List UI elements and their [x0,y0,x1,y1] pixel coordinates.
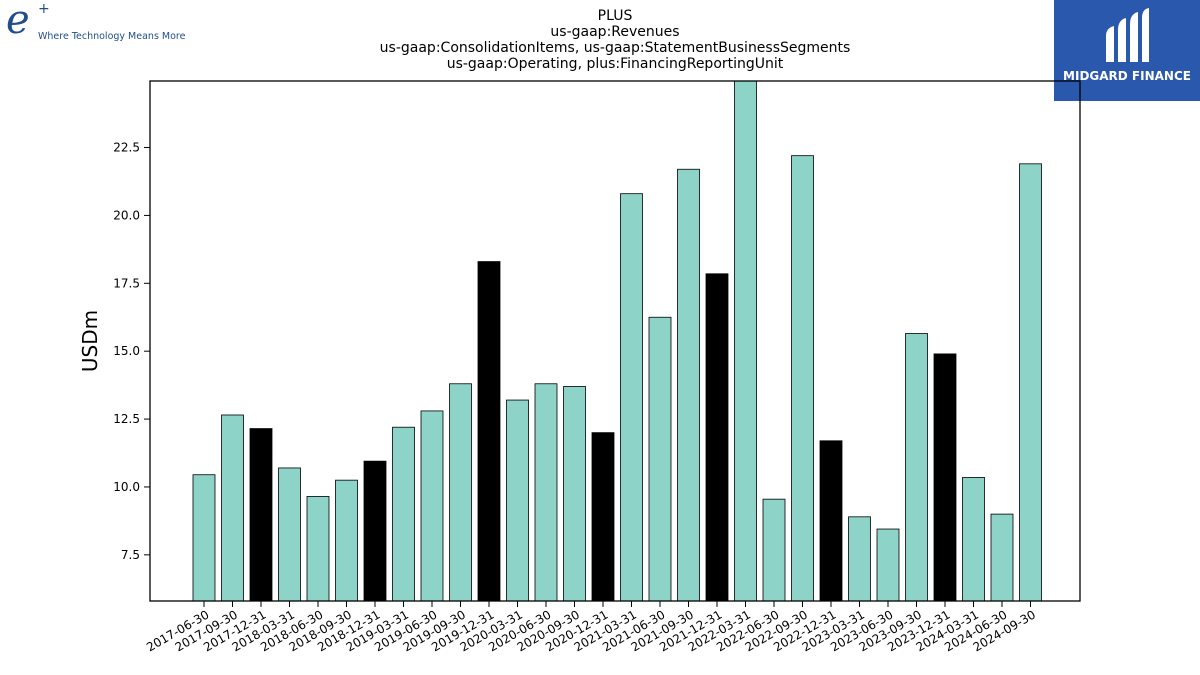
bar [534,383,558,602]
bar [392,426,415,602]
bar [990,513,1014,602]
y-tick-label: 22.5 [113,141,140,155]
bar [278,467,301,602]
y-tick-label: 12.5 [113,412,140,426]
bar [420,410,444,602]
bar [705,273,729,602]
midgard-finance-logo: MIDGARD FINANCE [1054,0,1200,101]
y-axis-label: USDm [78,310,102,372]
bar [1019,163,1042,602]
bar [563,386,586,602]
x-axis: 2017-06-302017-09-302017-12-312018-03-31… [144,601,1038,654]
bar [620,193,643,602]
bar [591,432,615,602]
bars-group [192,80,1042,602]
bar [933,353,957,602]
bar [477,261,501,602]
bar [506,399,529,602]
bar [876,528,900,602]
chart-title: PLUSus-gaap:Revenuesus-gaap:Consolidatio… [380,8,851,72]
bar [648,316,672,602]
bar [221,414,244,602]
bar [762,498,786,602]
bar [819,440,843,602]
logo-tagline: Where Technology Means More [38,31,186,42]
title-line: us-gaap:ConsolidationItems, us-gaap:Stat… [380,40,851,56]
bar [848,516,871,602]
title-line: PLUS [598,8,633,24]
bar [306,496,330,602]
y-tick-label: 10.0 [113,480,140,494]
bar [249,428,273,602]
logo-right-text: MIDGARD FINANCE [1063,69,1191,83]
bar [962,477,985,602]
company-logo-left: e + Where Technology Means More [4,0,194,50]
y-axis: 7.5 10.0 12.5 15.0 17.5 20.0 22.5 [113,141,150,562]
logo-mark: e [6,0,30,43]
title-line: us-gaap:Operating, plus:FinancingReporti… [447,56,784,72]
bar [192,474,216,602]
bar [734,80,757,602]
bar [905,333,928,602]
plot-frame [149,80,1081,602]
bar [449,383,472,602]
bar [363,460,387,602]
y-tick-label: 7.5 [121,548,140,562]
y-tick-label: 15.0 [113,344,140,358]
logo-superscript: + [38,1,50,17]
bar [677,168,700,602]
bar [791,155,814,602]
title-line: us-gaap:Revenues [550,24,679,40]
midgard-logo-icon [1106,8,1149,62]
y-tick-label: 17.5 [113,276,140,290]
y-tick-label: 20.0 [113,208,140,222]
bar [335,479,358,602]
